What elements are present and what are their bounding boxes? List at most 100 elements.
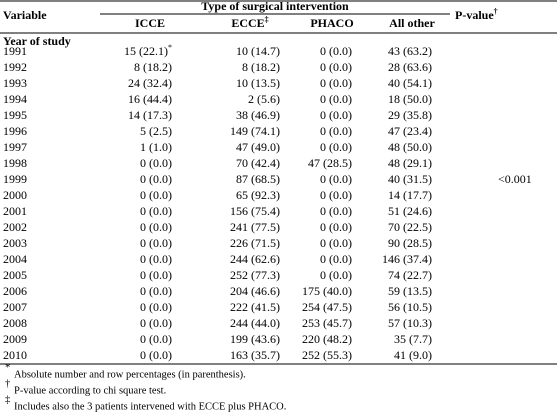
year: 2001 — [3, 204, 27, 218]
cell: 0 (0.0) — [140, 268, 172, 282]
cell: 163 (35.7) — [230, 348, 280, 362]
cell: 14 (17.3) — [128, 108, 172, 122]
cell: 70 (22.5) — [388, 220, 432, 234]
cell: 1 (1.0) — [140, 140, 172, 154]
cell: 24 (32.4) — [128, 76, 172, 90]
cell: 48 (50.0) — [388, 140, 432, 154]
year: 1991 — [3, 44, 27, 58]
cell: 57 (10.3) — [388, 316, 432, 330]
label: P-value — [455, 8, 494, 22]
cell: 0 (0.0) — [140, 348, 172, 362]
footnote-mark: * — [5, 362, 10, 373]
column-header: ICCE — [135, 16, 165, 30]
text: 15 (22.1) — [124, 44, 168, 58]
year: 2008 — [3, 316, 27, 330]
footnote-mark: † — [5, 378, 10, 389]
cell: 16 (44.4) — [128, 92, 172, 106]
year: 2005 — [3, 268, 27, 282]
column-header: ECCE‡ — [231, 15, 268, 30]
cell: 146 (37.4) — [382, 252, 432, 266]
cell: 0 (0.0) — [320, 124, 352, 138]
cell: 0 (0.0) — [140, 284, 172, 298]
cell: 0 (0.0) — [140, 236, 172, 250]
year: 2000 — [3, 188, 27, 202]
text: All other — [389, 16, 435, 30]
year: 1994 — [3, 92, 27, 106]
year: 1992 — [3, 60, 27, 74]
cell: 59 (13.5) — [388, 284, 432, 298]
year: 1998 — [3, 156, 27, 170]
cell: 35 (7.7) — [394, 332, 432, 346]
cell: 222 (41.5) — [230, 300, 280, 314]
cell: 149 (74.1) — [230, 124, 280, 138]
cell: 253 (45.7) — [302, 316, 352, 330]
cell: 0 (0.0) — [140, 252, 172, 266]
cell: 0 (0.0) — [320, 204, 352, 218]
cell: 51 (24.6) — [388, 204, 432, 218]
text: ICCE — [135, 16, 165, 30]
cell: 56 (10.5) — [388, 300, 432, 314]
year: 1993 — [3, 76, 27, 90]
year: 2004 — [3, 252, 27, 266]
cell: 0 (0.0) — [140, 300, 172, 314]
year: 1995 — [3, 108, 27, 122]
cell: 29 (35.8) — [388, 108, 432, 122]
cell: 199 (43.6) — [230, 332, 280, 346]
text: PHACO — [310, 16, 353, 30]
cell: 0 (0.0) — [140, 156, 172, 170]
cell: 252 (77.3) — [230, 268, 280, 282]
cell: 254 (47.5) — [302, 300, 352, 314]
p-value: <0.001 — [498, 172, 532, 186]
cell: 10 (13.5) — [236, 76, 280, 90]
cell: 0 (0.0) — [320, 108, 352, 122]
cell: 43 (63.2) — [388, 44, 432, 58]
cell: 220 (48.2) — [302, 332, 352, 346]
year: 1997 — [3, 140, 27, 154]
cell: 244 (62.6) — [230, 252, 280, 266]
cell: 0 (0.0) — [320, 60, 352, 74]
cell: 41 (9.0) — [394, 348, 432, 362]
cell: 0 (0.0) — [140, 204, 172, 218]
cell: 226 (71.5) — [230, 236, 280, 250]
cell: 0 (0.0) — [320, 92, 352, 106]
section-label: Year of study — [3, 34, 71, 48]
cell: 10 (14.7) — [236, 44, 280, 58]
cell: 5 (2.5) — [140, 124, 172, 138]
footnote-mark: * — [168, 43, 172, 52]
cell: 0 (0.0) — [140, 220, 172, 234]
footnote-mark: ‡ — [265, 15, 269, 24]
cell: 48 (29.1) — [388, 156, 432, 170]
cell: 0 (0.0) — [320, 220, 352, 234]
cell: 0 (0.0) — [320, 76, 352, 90]
year: 2009 — [3, 332, 27, 346]
cell: 0 (0.0) — [140, 316, 172, 330]
column-header: All other — [389, 16, 435, 30]
cell: 87 (68.5) — [236, 172, 280, 186]
footnote-mark: † — [494, 7, 498, 16]
header-group: Type of surgical intervention — [201, 0, 349, 13]
year: 2007 — [3, 300, 27, 314]
cell: 18 (50.0) — [388, 92, 432, 106]
cell: 70 (42.4) — [236, 156, 280, 170]
cell: 2 (5.6) — [248, 92, 280, 106]
cell: 8 (18.2) — [134, 60, 172, 74]
cell: 65 (92.3) — [236, 188, 280, 202]
cell: 252 (55.3) — [302, 348, 352, 362]
year: 2003 — [3, 236, 27, 250]
year: 2010 — [3, 348, 27, 362]
header-p-value: P-value† — [455, 7, 498, 22]
cell: 0 (0.0) — [320, 172, 352, 186]
cell: 47 (23.4) — [388, 124, 432, 138]
header-variable: Variable — [3, 8, 47, 22]
cell: 14 (17.7) — [388, 188, 432, 202]
cell: 241 (77.5) — [230, 220, 280, 234]
year: 2006 — [3, 284, 27, 298]
cell: 175 (40.0) — [302, 284, 352, 298]
year: 2002 — [3, 220, 27, 234]
cell: 0 (0.0) — [320, 268, 352, 282]
cell: 40 (31.5) — [388, 172, 432, 186]
cell: 28 (63.6) — [388, 60, 432, 74]
cell: 38 (46.9) — [236, 108, 280, 122]
cell: 0 (0.0) — [140, 188, 172, 202]
